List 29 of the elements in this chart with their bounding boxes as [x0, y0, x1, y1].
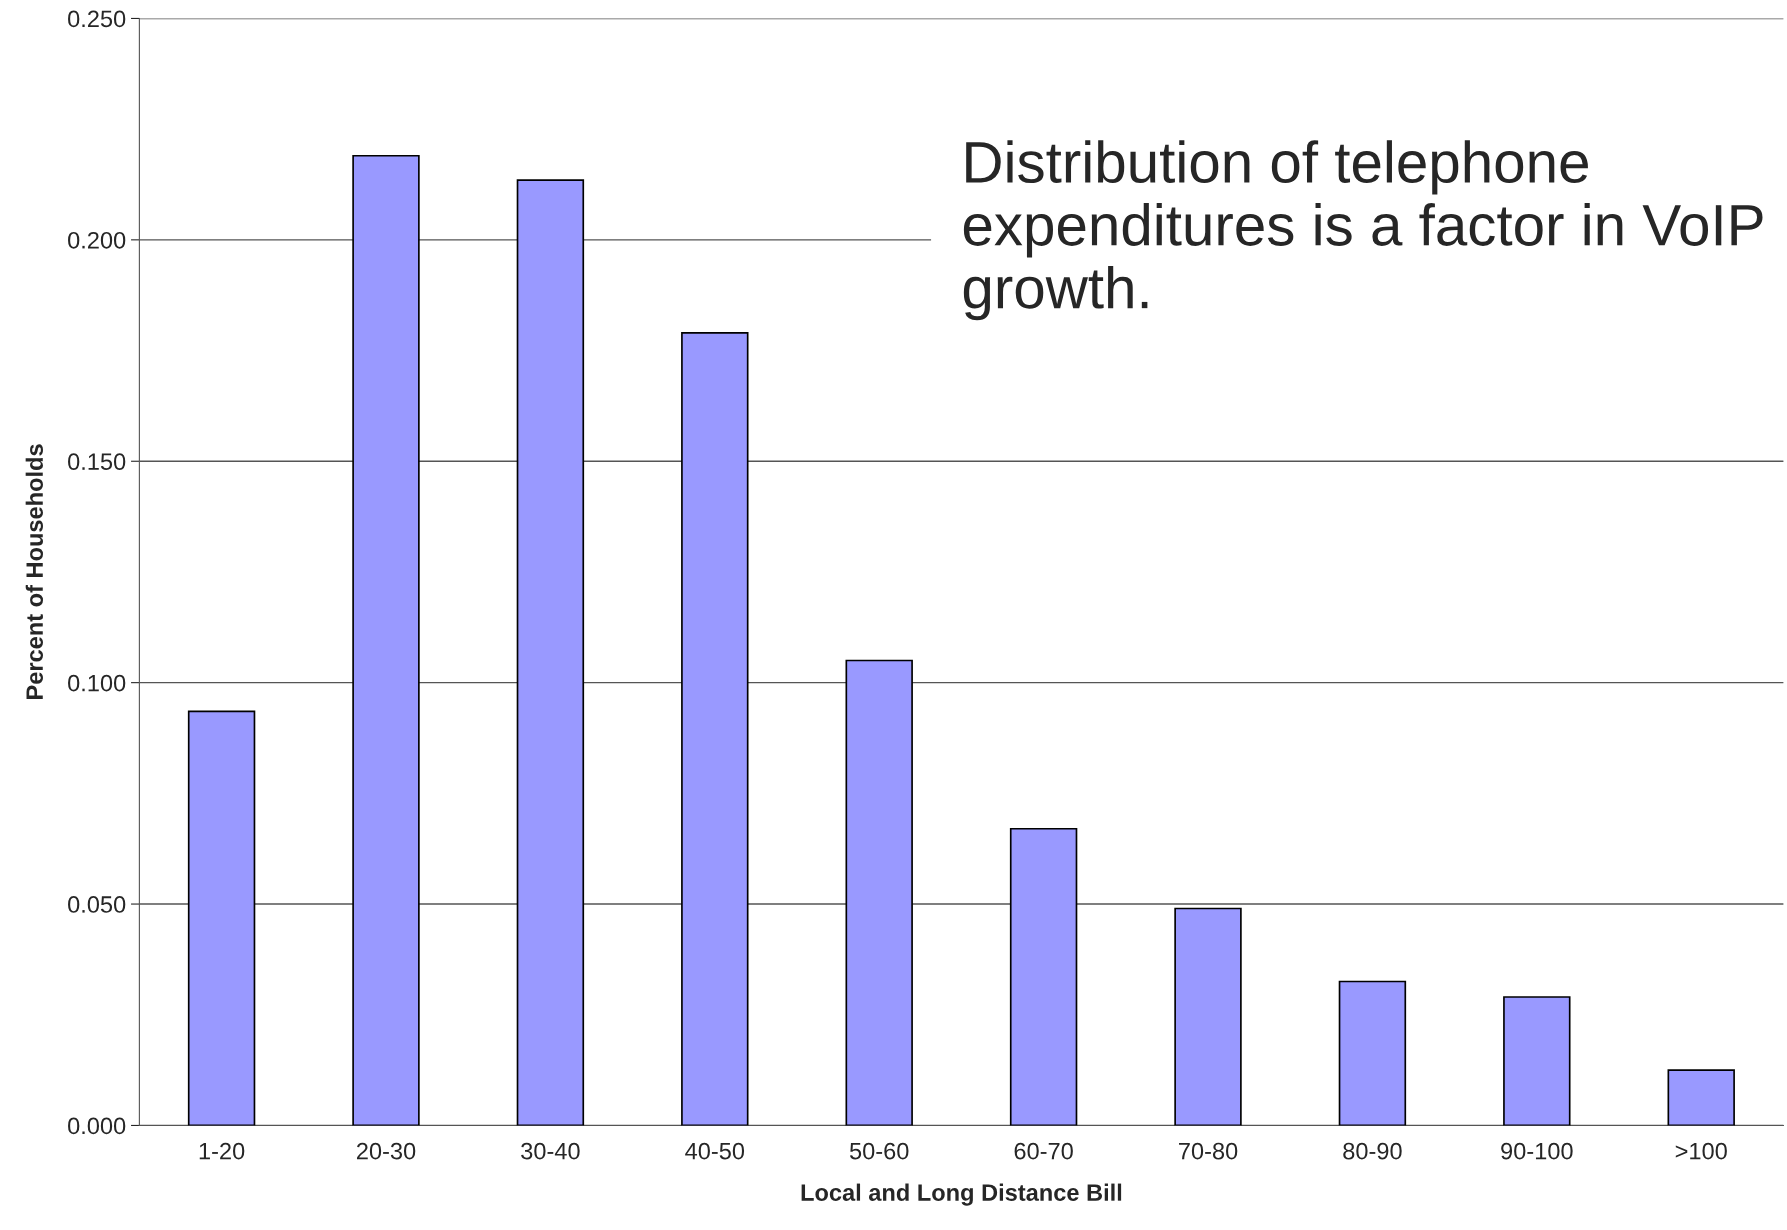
bar: [1174, 907, 1242, 1126]
annotation: Distribution of telephone expenditures is a factor in VoIP growth.: [963, 140, 1763, 321]
x-tick-label: 40-50: [685, 1142, 745, 1160]
y-tick-label: 0.100: [68, 674, 126, 692]
bar: [516, 179, 585, 1126]
bar: [845, 659, 913, 1126]
x-tick-label: 50-60: [849, 1142, 909, 1160]
y-tick-label: 0.150: [68, 453, 126, 471]
x-tick-label: 70-80: [1179, 1142, 1238, 1160]
bar: [1009, 827, 1078, 1126]
y-tick-label: 0.050: [68, 896, 126, 913]
x-axis-title: Local and Long Distance Bill: [801, 1183, 1122, 1206]
x-tick-label: 90-100: [1501, 1142, 1573, 1160]
x-tick-label: 80-90: [1343, 1142, 1402, 1160]
x-tick-label: >100: [1675, 1142, 1727, 1160]
x-tick-label: 60-70: [1014, 1142, 1073, 1160]
x-tick-label: 30-40: [521, 1142, 580, 1160]
y-tick-label: 0.000: [68, 1117, 126, 1135]
bar: [187, 710, 256, 1126]
bar: [352, 154, 420, 1126]
bar: [1338, 980, 1407, 1126]
bar: [1503, 996, 1571, 1126]
y-axis-title: Percent of Households: [25, 444, 43, 699]
bar: [1667, 1069, 1735, 1126]
x-tick-label: 1-20: [199, 1142, 245, 1160]
x-tick-label: 20-30: [356, 1142, 416, 1160]
y-tick-label: 0.250: [68, 10, 126, 28]
y-tick-label: 0.200: [68, 231, 126, 249]
bar: [681, 332, 749, 1126]
